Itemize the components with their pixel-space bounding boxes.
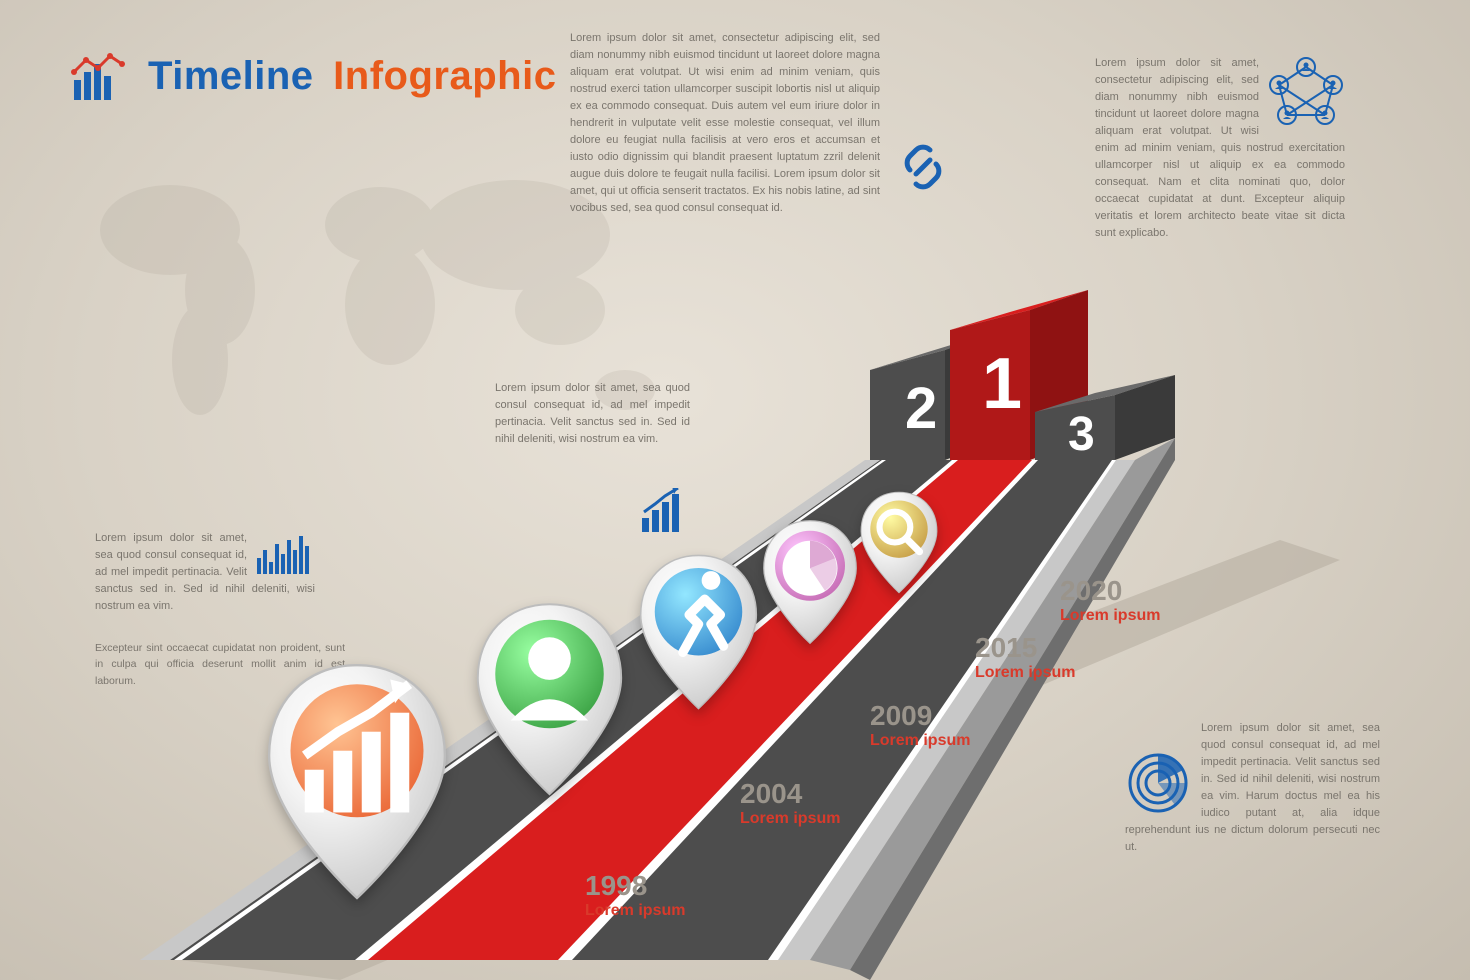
chart-logo-icon bbox=[70, 50, 130, 102]
text-content: Lorem ipsum dolor sit amet, consectetur … bbox=[570, 32, 880, 214]
text-content: Lorem ipsum dolor sit amet, sea quod con… bbox=[495, 382, 690, 445]
year-label: Lorem ipsum bbox=[1060, 607, 1160, 625]
bars-up-icon bbox=[640, 488, 690, 534]
title-word-1: Timeline bbox=[148, 54, 314, 98]
pin-2015 bbox=[760, 518, 860, 646]
network-icon bbox=[1267, 55, 1345, 133]
podium-2: 2 bbox=[870, 330, 1000, 460]
year-1998: 1998 Lorem ipsum bbox=[585, 870, 685, 920]
year-2015: 2015 Lorem ipsum bbox=[975, 632, 1075, 682]
header: Timeline Infographic bbox=[70, 50, 556, 102]
year-label: Lorem ipsum bbox=[870, 732, 970, 750]
pin-2020 bbox=[858, 490, 940, 595]
title-word-2: Infographic bbox=[333, 54, 556, 98]
donut-icon bbox=[1125, 750, 1191, 816]
rank-2-number: 2 bbox=[905, 376, 937, 441]
year-number: 2004 bbox=[740, 778, 840, 810]
link-icon bbox=[896, 140, 950, 194]
text-block-top-center: Lorem ipsum dolor sit amet, consectetur … bbox=[570, 30, 880, 218]
year-number: 2009 bbox=[870, 700, 970, 732]
pin-2009 bbox=[636, 552, 761, 712]
podium-3: 3 bbox=[1035, 375, 1175, 461]
year-label: Lorem ipsum bbox=[975, 664, 1075, 682]
pin-2004 bbox=[472, 600, 627, 798]
year-number: 1998 bbox=[585, 870, 685, 902]
year-label: Lorem ipsum bbox=[585, 902, 685, 920]
rank-1-number: 1 bbox=[982, 344, 1022, 424]
text-block-left: Lorem ipsum dolor sit amet, sea quod con… bbox=[95, 530, 315, 615]
page-title: Timeline Infographic bbox=[148, 54, 556, 99]
pin-1998 bbox=[262, 660, 452, 903]
podium-1: 1 bbox=[950, 290, 1088, 460]
bars-icon bbox=[255, 530, 315, 576]
year-2004: 2004 Lorem ipsum bbox=[740, 778, 840, 828]
year-label: Lorem ipsum bbox=[740, 810, 840, 828]
year-2009: 2009 Lorem ipsum bbox=[870, 700, 970, 750]
text-block-bottom-right: Lorem ipsum dolor sit amet, sea quod con… bbox=[1125, 720, 1380, 856]
text-block-top-right: Lorem ipsum dolor sit amet, consectetur … bbox=[1095, 55, 1345, 243]
year-number: 2015 bbox=[975, 632, 1075, 664]
text-block-middle: Lorem ipsum dolor sit amet, sea quod con… bbox=[495, 380, 690, 534]
rank-3-number: 3 bbox=[1068, 408, 1095, 461]
year-2020: 2020 Lorem ipsum bbox=[1060, 575, 1160, 625]
year-number: 2020 bbox=[1060, 575, 1160, 607]
